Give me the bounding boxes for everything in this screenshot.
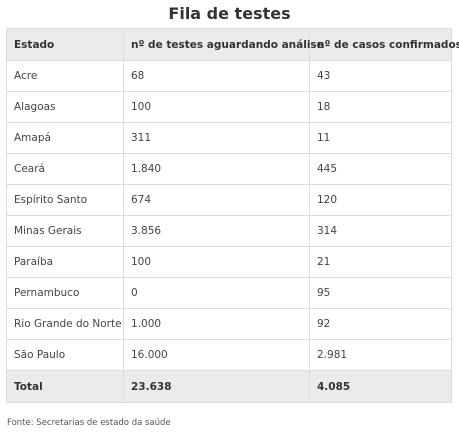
cell-testes: 16.000: [123, 339, 310, 371]
total-casos: 4.085: [309, 370, 452, 403]
table-row: Acre 68 43: [6, 60, 452, 92]
cell-casos: 11: [309, 122, 452, 154]
table-row: Amapá 311 11: [6, 122, 452, 154]
table-row: Paraíba 100 21: [6, 246, 452, 278]
cell-estado: Minas Gerais: [6, 215, 124, 247]
cell-estado: Acre: [6, 60, 124, 92]
cell-estado: Amapá: [6, 122, 124, 154]
cell-testes: 3.856: [123, 215, 310, 247]
table-row: Minas Gerais 3.856 314: [6, 215, 452, 247]
table-total-row: Total 23.638 4.085: [6, 370, 452, 403]
cell-testes: 311: [123, 122, 310, 154]
cell-casos: 445: [309, 153, 452, 185]
cell-casos: 314: [309, 215, 452, 247]
cell-estado: Paraíba: [6, 246, 124, 278]
table-row: Espírito Santo 674 120: [6, 184, 452, 216]
table-row: Ceará 1.840 445: [6, 153, 452, 185]
cell-casos: 18: [309, 91, 452, 123]
tests-queue-table: Estado nº de testes aguardando análise n…: [6, 28, 459, 403]
table-row: Rio Grande do Norte 1.000 92: [6, 308, 452, 340]
cell-testes: 1.840: [123, 153, 310, 185]
cell-estado: São Paulo: [6, 339, 124, 371]
cell-estado: Pernambuco: [6, 277, 124, 309]
cell-testes: 0: [123, 277, 310, 309]
cell-casos: 2.981: [309, 339, 452, 371]
column-header-estado: Estado: [6, 28, 124, 61]
table-row: Alagoas 100 18: [6, 91, 452, 123]
table-row: Pernambuco 0 95: [6, 277, 452, 309]
cell-testes: 1.000: [123, 308, 310, 340]
cell-estado: Ceará: [6, 153, 124, 185]
cell-estado: Alagoas: [6, 91, 124, 123]
cell-casos: 43: [309, 60, 452, 92]
total-testes: 23.638: [123, 370, 310, 403]
cell-testes: 674: [123, 184, 310, 216]
cell-estado: Espírito Santo: [6, 184, 124, 216]
cell-casos: 120: [309, 184, 452, 216]
page-title: Fila de testes: [168, 4, 291, 23]
table-row: São Paulo 16.000 2.981: [6, 339, 452, 371]
table-header-row: Estado nº de testes aguardando análise n…: [6, 28, 459, 61]
total-label: Total: [6, 370, 124, 403]
cell-casos: 92: [309, 308, 452, 340]
cell-testes: 68: [123, 60, 310, 92]
cell-testes: 100: [123, 91, 310, 123]
cell-casos: 21: [309, 246, 452, 278]
cell-estado: Rio Grande do Norte: [6, 308, 124, 340]
column-header-casos-confirmados: nº de casos confirmados: [309, 28, 459, 61]
cell-casos: 95: [309, 277, 452, 309]
column-header-testes-aguardando: nº de testes aguardando análise: [123, 28, 324, 61]
cell-testes: 100: [123, 246, 310, 278]
source-note: Fonte: Secretarias de estado da saúde: [7, 418, 171, 428]
